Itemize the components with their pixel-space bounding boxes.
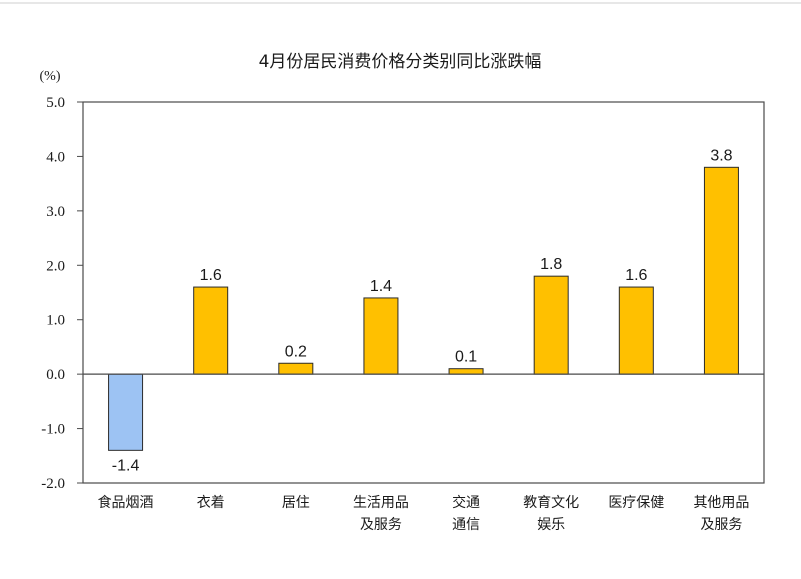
y-tick-label-3: 2.0 [46, 258, 65, 274]
plot-frame [82, 101, 765, 484]
y-unit-label: (%) [40, 69, 61, 84]
x-tick-label-3-0: 生活用品 [353, 495, 409, 511]
x-tick-label-4-0: 交通 [452, 494, 480, 511]
data-label-6: 1.6 [625, 267, 647, 284]
y-axis-ticks: 5.0 4.0 3.0 2.0 1.0 0.0 -1.0 -2.0 [41, 95, 83, 492]
data-label-5: 1.8 [540, 256, 562, 273]
x-tick-label-0-0: 食品烟酒 [98, 494, 154, 511]
x-tick-label-5-1: 娱乐 [537, 517, 565, 533]
y-tick-label-6: -1.0 [41, 422, 65, 438]
chart-title: 4月份居民消费价格分类别同比涨跌幅 [259, 52, 542, 72]
data-labels: -1.4 1.6 0.2 1.4 0.1 1.8 1.6 3.8 [112, 147, 733, 474]
bar-4 [448, 368, 484, 375]
bar-0 [108, 373, 144, 451]
bar-2 [278, 362, 314, 375]
bar-3 [363, 297, 399, 375]
x-tick-label-7-1: 及服务 [700, 517, 742, 533]
bars-layer [108, 166, 739, 451]
data-label-4: 0.1 [455, 349, 477, 366]
bar-6 [618, 286, 654, 375]
y-tick-label-5: 0.0 [46, 367, 65, 383]
data-label-1: 1.6 [200, 267, 222, 284]
x-tick-label-1-0: 衣着 [197, 495, 225, 511]
x-tick-label-5-0: 教育文化 [523, 495, 579, 511]
data-label-7: 3.8 [710, 147, 732, 164]
y-tick-label-0: 5.0 [46, 95, 65, 111]
x-tick-label-2-0: 居住 [282, 495, 310, 511]
bar-7 [703, 166, 739, 375]
x-tick-label-7-0: 其他用品 [693, 495, 749, 511]
data-label-3: 1.4 [370, 278, 392, 295]
data-label-0: -1.4 [112, 457, 140, 474]
bar-5 [533, 275, 569, 375]
y-tick-label-1: 4.0 [46, 149, 65, 165]
x-tick-label-3-1: 及服务 [360, 517, 402, 533]
y-tick-label-7: -2.0 [41, 476, 65, 492]
y-tick-label-2: 3.0 [46, 204, 65, 220]
x-tick-label-6-0: 医疗保健 [608, 495, 664, 511]
x-tick-label-4-1: 通信 [452, 517, 480, 533]
y-tick-label-4: 1.0 [46, 313, 65, 329]
data-label-2: 0.2 [285, 343, 307, 360]
bar-1 [193, 286, 229, 375]
